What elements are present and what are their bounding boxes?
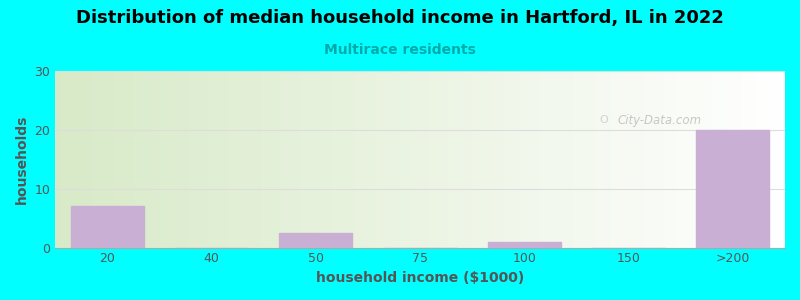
Bar [279, 233, 352, 248]
X-axis label: household income ($1000): household income ($1000) [316, 271, 524, 285]
Text: Multirace residents: Multirace residents [324, 44, 476, 58]
Bar [488, 242, 561, 247]
Bar [71, 206, 144, 247]
Bar [696, 130, 770, 248]
Text: Distribution of median household income in Hartford, IL in 2022: Distribution of median household income … [76, 9, 724, 27]
Text: City-Data.com: City-Data.com [617, 114, 702, 127]
Text: O: O [599, 116, 608, 125]
Y-axis label: households: households [15, 115, 29, 204]
